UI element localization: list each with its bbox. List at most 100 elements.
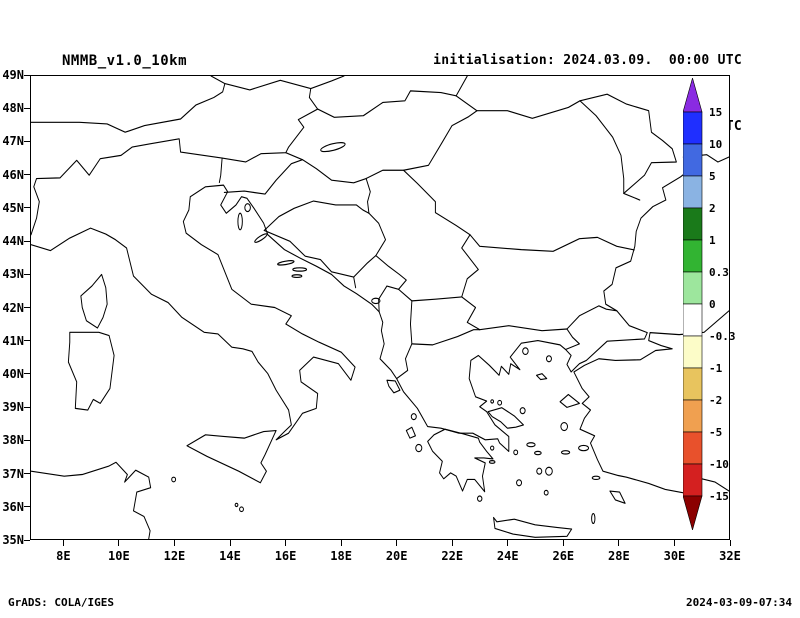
island-kythira xyxy=(477,495,483,502)
colorbar-segment xyxy=(683,463,703,497)
island-hydra xyxy=(488,460,496,464)
island-lastovo xyxy=(291,274,303,278)
lat-tick-label: 45N xyxy=(2,200,24,215)
island-paros xyxy=(536,467,543,475)
snow-speck-montenegro-1 xyxy=(382,283,389,296)
border-montenegro-albania xyxy=(378,285,400,313)
lon-tick-label: 28E xyxy=(608,549,630,563)
island-sardinia xyxy=(67,331,115,411)
island-euboea xyxy=(487,407,524,429)
border-croatia-bosnia-south xyxy=(263,229,357,289)
lat-tick xyxy=(24,107,30,109)
lon-tick xyxy=(451,540,453,546)
map-canvas xyxy=(31,76,729,539)
coastline-north-africa xyxy=(31,461,152,539)
coastline-turkey xyxy=(573,310,729,494)
lon-tick xyxy=(396,540,398,546)
init-time-label: initialisation: 2024.03.09. 00:00 UTC xyxy=(433,53,742,68)
map-plot-area xyxy=(30,75,730,540)
border-albania-macedonia xyxy=(409,300,413,345)
border-serbia-montenegro-kosovo xyxy=(375,254,407,290)
lat-tick-label: 36N xyxy=(2,499,24,514)
lat-tick-label: 49N xyxy=(2,68,24,82)
border-macedonia-north xyxy=(411,296,463,302)
border-romania-bulgaria-danube xyxy=(469,234,635,252)
island-kea xyxy=(513,449,519,456)
lake-balaton xyxy=(320,142,346,153)
lon-tick-label: 20E xyxy=(385,549,408,563)
lat-tick-label: 35N xyxy=(2,533,24,547)
lat-tick-label: 43N xyxy=(2,267,24,282)
lat-tick xyxy=(24,539,30,541)
colorbar-label: -5 xyxy=(709,426,722,439)
lat-tick-label: 42N xyxy=(2,300,24,315)
lon-tick-label: 10E xyxy=(108,549,130,563)
melt-streak-bosnia xyxy=(341,254,355,275)
border-moldova-ukraine xyxy=(579,93,677,194)
lat-tick-label: 41N xyxy=(2,333,24,348)
border-serbia-romania xyxy=(403,169,471,236)
island-dugi-otok xyxy=(254,233,268,243)
lat-tick xyxy=(24,174,30,176)
lat-tick xyxy=(24,74,30,76)
lon-tick xyxy=(173,540,175,546)
snow-shading xyxy=(341,76,729,312)
colorbar-label: 0.3 xyxy=(709,266,729,279)
lon-tick xyxy=(229,540,231,546)
border-greece-macedonia xyxy=(411,329,481,346)
border-ukraine-romania xyxy=(455,95,581,119)
grads-credit: GrADS: COLA/IGES xyxy=(8,596,114,609)
island-pantelleria xyxy=(171,476,177,483)
border-bulgaria-greece xyxy=(479,325,568,332)
border-greece-albania xyxy=(396,343,413,380)
border-croatia-bosnia-north xyxy=(263,200,370,232)
lat-tick-label: 44N xyxy=(2,234,24,249)
island-hvar xyxy=(277,260,295,266)
country-borders xyxy=(31,76,677,380)
lat-tick xyxy=(24,439,30,441)
colorbar-segment xyxy=(683,239,703,273)
island-naxos xyxy=(545,466,553,476)
colorbar-segment xyxy=(683,111,703,145)
island-cephalonia xyxy=(405,426,416,439)
colorbar-arrow-bottom xyxy=(683,495,703,530)
colorbar-arrow-top xyxy=(683,78,703,113)
island-skiathos xyxy=(490,399,495,404)
island-zakynthos xyxy=(415,443,423,453)
creation-timestamp: 2024-03-09-07:34 xyxy=(686,596,792,609)
island-andros xyxy=(526,442,536,448)
border-bosnia-montenegro xyxy=(353,254,377,278)
island-milos xyxy=(516,479,523,487)
island-chios xyxy=(560,422,569,432)
colorbar-segment xyxy=(683,367,703,401)
island-lefkada xyxy=(410,413,417,421)
lon-tick-label: 24E xyxy=(496,549,519,563)
colorbar-segment xyxy=(683,207,703,241)
island-samos xyxy=(578,444,590,452)
island-krk xyxy=(244,203,251,213)
island-santorini xyxy=(543,489,549,496)
border-greece-turkey xyxy=(565,328,580,351)
island-karpathos xyxy=(591,512,596,525)
island-skopelos xyxy=(497,399,503,406)
colorbar-segment xyxy=(683,335,703,369)
lon-tick xyxy=(729,540,731,546)
coastline-europe xyxy=(31,154,729,452)
colorbar-label: 1 xyxy=(709,234,716,247)
border-alps-italy-north xyxy=(31,138,223,236)
lat-tick xyxy=(24,473,30,475)
lon-tick xyxy=(285,540,287,546)
coastlines xyxy=(31,154,729,539)
melt-dash-north xyxy=(563,87,577,92)
lon-tick-label: 32E xyxy=(719,549,741,563)
lat-tick xyxy=(24,207,30,209)
lon-tick-label: 8E xyxy=(56,549,71,563)
colorbar-segment xyxy=(683,303,703,337)
colorbar-label: 5 xyxy=(709,170,716,183)
lon-tick xyxy=(507,540,509,546)
snow-speck-montenegro-2 xyxy=(386,303,392,312)
lat-tick-label: 47N xyxy=(2,134,24,149)
lon-tick-label: 30E xyxy=(663,549,686,563)
island-crete xyxy=(493,516,573,538)
minimum-dot xyxy=(350,285,354,290)
